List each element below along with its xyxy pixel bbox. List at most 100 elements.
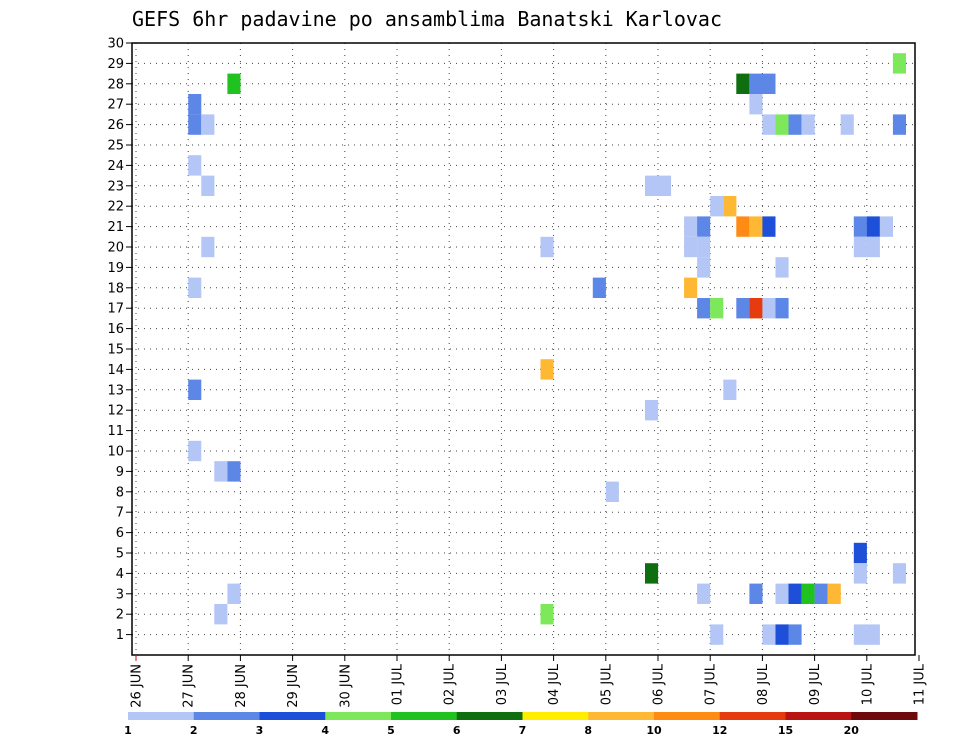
x-axis: 26 JUN 27 JUN 28 JUN 29 JUN 30 JUN 01 JUL 02 J… (130, 655, 928, 708)
precip-cell (762, 114, 776, 135)
precip-cell (188, 277, 202, 298)
y-tick-label: 28 (107, 77, 124, 92)
y-tick-label: 4 (116, 567, 124, 582)
y-tick-label: 22 (107, 200, 124, 215)
chart-title: GEFS 6hr padavine po ansamblima Banatski… (132, 7, 722, 31)
legend-swatch (259, 712, 326, 720)
precip-cell (775, 114, 789, 135)
y-tick-label: 11 (107, 424, 124, 439)
precip-cell (788, 583, 802, 604)
x-tick-label: 08 JUL (756, 663, 771, 705)
precip-cell (827, 583, 841, 604)
y-tick-label: 3 (116, 587, 124, 602)
precip-cell (540, 604, 554, 625)
precip-cell (788, 624, 802, 645)
legend-swatch (456, 712, 523, 720)
precip-cell (658, 175, 672, 196)
legend-label: 20 (844, 724, 860, 737)
precip-cell (892, 114, 906, 135)
precip-cell (866, 236, 880, 258)
y-tick-label: 19 (107, 261, 124, 276)
legend-label: 5 (387, 724, 395, 737)
precip-cell (775, 257, 789, 278)
x-tick-label: 06 JUL (652, 663, 667, 705)
precip-cell (762, 624, 776, 645)
precip-cell (736, 298, 750, 319)
precip-cell (762, 298, 776, 319)
x-tick-label: 27 JUN (182, 664, 197, 708)
precip-cell (227, 73, 241, 94)
precip-cell (540, 236, 554, 258)
precip-cell (188, 440, 202, 462)
y-axis: 1234567891011121314151617181920212223242… (107, 37, 132, 643)
precip-cell (840, 114, 854, 135)
y-tick-label: 10 (107, 445, 124, 460)
precip-cell (645, 563, 659, 584)
y-tick-label: 20 (107, 241, 124, 256)
precip-cell (749, 216, 763, 237)
x-tick-label: 30 JUN (338, 664, 353, 708)
x-tick-label: 02 JUL (443, 663, 458, 705)
precip-cell (788, 114, 802, 135)
precip-cell (684, 277, 698, 298)
y-tick-label: 26 (107, 118, 124, 133)
precip-cell (853, 236, 867, 258)
legend-label: 6 (453, 724, 461, 737)
x-tick-label: 03 JUL (495, 663, 510, 705)
precip-cell (853, 216, 867, 237)
x-tick-label: 29 JUN (286, 664, 301, 708)
precip-cell (645, 175, 659, 196)
precip-cell (592, 277, 606, 298)
legend-swatch (654, 712, 721, 720)
precip-cell (814, 583, 828, 604)
x-tick-label: 28 JUN (234, 664, 249, 708)
precip-cell (775, 583, 789, 604)
precip-cell (736, 73, 750, 94)
precip-cell (227, 583, 241, 604)
y-tick-label: 13 (107, 383, 124, 398)
legend-label: 10 (646, 724, 662, 737)
x-tick-label: 07 JUL (704, 663, 719, 705)
precip-cell (214, 604, 228, 625)
precip-cell (775, 624, 789, 645)
precip-cell (201, 236, 215, 258)
precip-cell (201, 114, 215, 135)
precip-cell (710, 196, 724, 217)
precip-cell (892, 563, 906, 584)
precip-cell (188, 94, 202, 115)
precip-cell (697, 298, 711, 319)
y-tick-label: 9 (116, 465, 124, 480)
y-tick-label: 27 (107, 98, 124, 113)
precip-cell (697, 236, 711, 258)
precip-cell (749, 583, 763, 604)
precip-cell (775, 298, 789, 319)
precip-cell (710, 298, 724, 319)
precip-cell (540, 359, 554, 380)
precip-cell (188, 114, 202, 135)
precip-cell (762, 216, 776, 237)
precip-cell (645, 400, 659, 421)
y-tick-label: 29 (107, 57, 124, 72)
legend-label: 8 (584, 724, 592, 737)
precip-cell (697, 583, 711, 604)
legend-label: 2 (190, 724, 198, 737)
legend-label: 12 (712, 724, 727, 737)
legend-label: 15 (778, 724, 793, 737)
precip-cell (762, 73, 776, 94)
x-tick-label: 01 JUL (391, 663, 406, 705)
legend-swatch (391, 712, 458, 720)
y-tick-label: 6 (116, 526, 124, 541)
y-tick-label: 25 (107, 139, 124, 154)
legend-swatch (719, 712, 786, 720)
legend-swatch (193, 712, 260, 720)
precip-cell (605, 481, 619, 502)
x-tick-label: 04 JUL (547, 663, 562, 705)
y-tick-label: 2 (116, 608, 124, 623)
precip-cell (710, 624, 724, 645)
y-tick-label: 1 (116, 628, 124, 643)
precip-cell (736, 216, 750, 237)
precip-cell (801, 583, 815, 604)
legend-swatch (785, 712, 852, 720)
legend-label: 3 (256, 724, 264, 737)
y-tick-label: 16 (107, 322, 124, 337)
